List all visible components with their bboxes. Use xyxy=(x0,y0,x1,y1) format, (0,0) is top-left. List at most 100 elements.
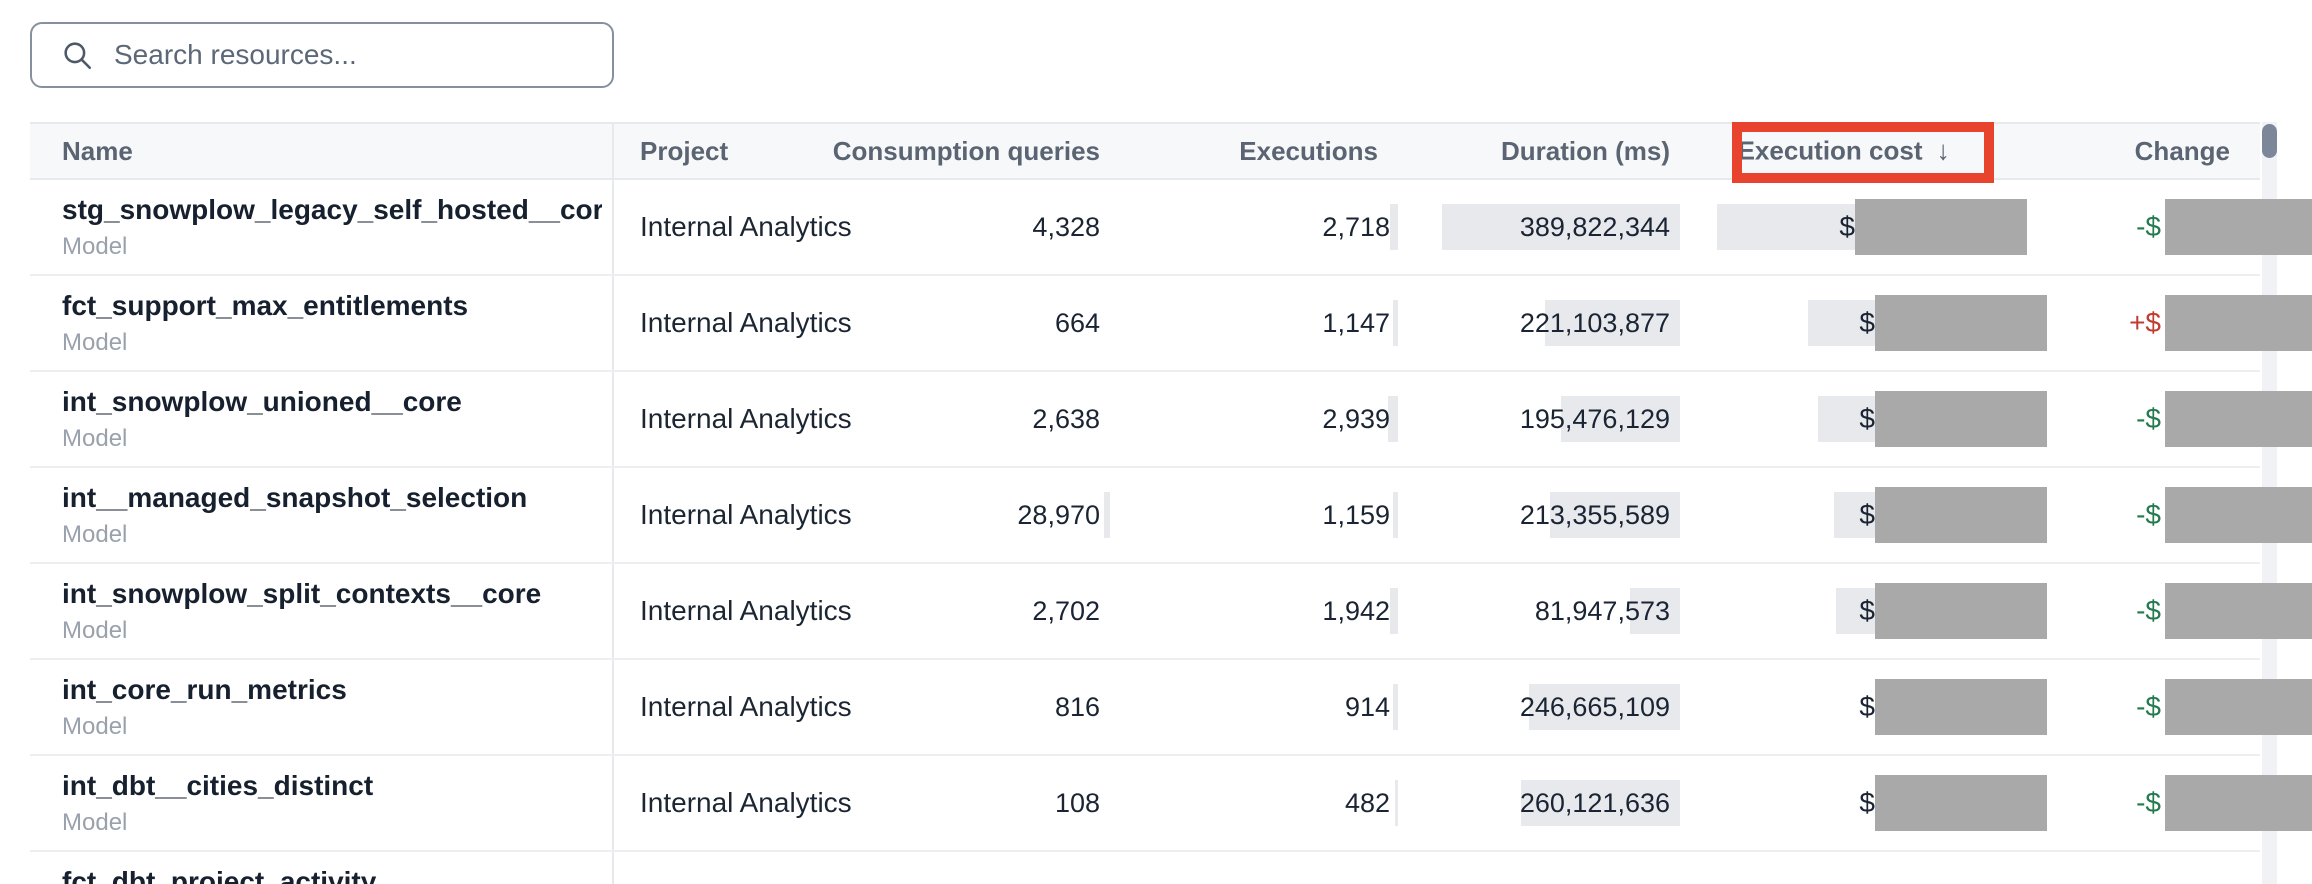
consumption-queries-cell: 4,328 xyxy=(852,180,1110,274)
executions-value: 1,147 xyxy=(1322,307,1390,338)
consumption-queries-cell: 108 xyxy=(852,756,1110,850)
resource-name[interactable]: fct_dbt_project_activity xyxy=(62,866,377,884)
column-header-project[interactable]: Project xyxy=(612,124,852,178)
executions-value: 914 xyxy=(1344,691,1390,722)
execution-cost-cell: $ xyxy=(1680,660,2047,754)
queries-bar xyxy=(1104,492,1110,538)
duration-bar xyxy=(1545,300,1680,346)
duration-cell: 389,822,344 xyxy=(1398,180,1680,274)
duration-value: 213,355,589 xyxy=(1519,499,1670,530)
name-cell: int_snowplow_unioned__core Model xyxy=(30,372,612,466)
execution-cost-cell: $ xyxy=(1680,372,2047,466)
cost-redaction-box xyxy=(1855,199,2027,255)
table-row[interactable]: int_snowplow_unioned__core Model Interna… xyxy=(30,372,2312,468)
executions-bar xyxy=(1388,396,1398,442)
column-header-consumption-queries[interactable]: Consumption queries xyxy=(832,135,1100,166)
executions-bar xyxy=(1393,684,1398,730)
consumption-queries-cell: 816 xyxy=(852,660,1110,754)
cost-bar xyxy=(1717,204,1855,250)
duration-cell xyxy=(1398,852,1680,884)
change-cell: -$ xyxy=(2047,756,2312,850)
table-header: Name Project Consumption queries Executi… xyxy=(30,122,2260,183)
column-header-execution-cost[interactable]: Execution cost ↓ xyxy=(1680,122,2047,183)
queries-value: 2,638 xyxy=(1032,403,1100,434)
duration-value: 246,665,109 xyxy=(1519,691,1670,722)
change-sign: -$ xyxy=(2136,211,2161,242)
executions-cell: 1,147 xyxy=(1110,276,1398,370)
resource-name[interactable]: int__managed_snapshot_selection xyxy=(62,482,528,513)
column-header-change[interactable]: Change xyxy=(2134,135,2230,166)
change-cell: -$ xyxy=(2047,660,2312,754)
project-cell: Internal Analytics xyxy=(612,852,852,884)
table-body: stg_snowplow_legacy_self_hosted__cor... … xyxy=(30,180,2312,884)
resource-type: Model xyxy=(62,233,128,260)
project-cell: Internal Analytics xyxy=(612,756,852,850)
duration-cell: 81,947,573 xyxy=(1398,564,1680,658)
resource-type: Model xyxy=(62,425,128,452)
change-redaction-box xyxy=(2165,679,2312,735)
sort-descending-icon[interactable]: ↓ xyxy=(1936,135,1951,166)
search-input[interactable] xyxy=(112,38,596,72)
column-header-executions[interactable]: Executions xyxy=(1239,135,1378,166)
resource-name[interactable]: int_snowplow_unioned__core xyxy=(62,386,462,417)
column-header-duration[interactable]: Duration (ms) xyxy=(1501,135,1670,166)
executions-bar xyxy=(1393,300,1398,346)
duration-cell: 195,476,129 xyxy=(1398,372,1680,466)
project-cell: Internal Analytics xyxy=(612,180,852,274)
search-box[interactable] xyxy=(30,22,614,88)
executions-value: 1,942 xyxy=(1322,595,1390,626)
name-cell: int_dbt__cities_distinct Model xyxy=(30,756,612,850)
duration-cell: 246,665,109 xyxy=(1398,660,1680,754)
executions-cell: 1,942 xyxy=(1110,564,1398,658)
cost-bar xyxy=(1836,588,1875,634)
duration-bar xyxy=(1561,396,1680,442)
table-row[interactable]: int_core_run_metrics Model Internal Anal… xyxy=(30,660,2312,756)
duration-value: 260,121,636 xyxy=(1519,787,1670,818)
table-row[interactable]: stg_snowplow_legacy_self_hosted__cor... … xyxy=(30,180,2312,276)
change-redaction-box xyxy=(2165,391,2312,447)
resource-name[interactable]: fct_support_max_entitlements xyxy=(62,290,469,321)
change-redaction-box xyxy=(2165,583,2312,639)
table-row[interactable]: int__managed_snapshot_selection Model In… xyxy=(30,468,2312,564)
change-sign: -$ xyxy=(2136,499,2161,530)
table-row[interactable]: int_snowplow_split_contexts__core Model … xyxy=(30,564,2312,660)
executions-cell: 2,939 xyxy=(1110,372,1398,466)
consumption-queries-cell: 2,638 xyxy=(852,372,1110,466)
cost-redaction-box xyxy=(1875,391,2047,447)
scrollbar-thumb[interactable] xyxy=(2262,124,2277,158)
cost-bar xyxy=(1808,300,1875,346)
change-sign: +$ xyxy=(2129,307,2161,338)
cost-currency-sign: $ xyxy=(1859,787,1875,818)
cost-redaction-box xyxy=(1875,583,2047,639)
executions-cell xyxy=(1110,852,1398,884)
cost-currency-sign: $ xyxy=(1859,307,1875,338)
queries-value: 108 xyxy=(1054,787,1100,818)
change-cell: -$ xyxy=(2047,372,2312,466)
duration-value: 221,103,877 xyxy=(1519,307,1670,338)
executions-value: 482 xyxy=(1344,787,1390,818)
change-redaction-box xyxy=(2165,295,2312,351)
name-cell: fct_dbt_project_activity Model xyxy=(30,852,612,884)
resource-name[interactable]: stg_snowplow_legacy_self_hosted__cor... xyxy=(62,194,602,225)
table-row[interactable]: fct_dbt_project_activity Model Internal … xyxy=(30,852,2260,884)
executions-value: 1,159 xyxy=(1322,499,1390,530)
change-cell: -$ xyxy=(2047,180,2312,274)
project-cell: Internal Analytics xyxy=(612,660,852,754)
cost-redaction-box xyxy=(1875,775,2047,831)
resource-type: Model xyxy=(62,713,128,740)
resources-table: Name Project Consumption queries Executi… xyxy=(30,122,2312,884)
table-row[interactable]: fct_support_max_entitlements Model Inter… xyxy=(30,276,2312,372)
change-sign: -$ xyxy=(2136,691,2161,722)
resource-name[interactable]: int_snowplow_split_contexts__core xyxy=(62,578,542,609)
name-cell: stg_snowplow_legacy_self_hosted__cor... … xyxy=(30,180,612,274)
column-header-name[interactable]: Name xyxy=(62,135,133,166)
project-cell: Internal Analytics xyxy=(612,372,852,466)
resource-name[interactable]: int_dbt__cities_distinct xyxy=(62,770,374,801)
table-row[interactable]: int_dbt__cities_distinct Model Internal … xyxy=(30,756,2312,852)
resource-name[interactable]: int_core_run_metrics xyxy=(62,674,347,705)
execution-cost-cell xyxy=(1680,852,2047,884)
execution-cost-cell: $ xyxy=(1680,756,2047,850)
execution-cost-label: Execution cost xyxy=(1737,135,1923,166)
cost-redaction-box xyxy=(1875,679,2047,735)
